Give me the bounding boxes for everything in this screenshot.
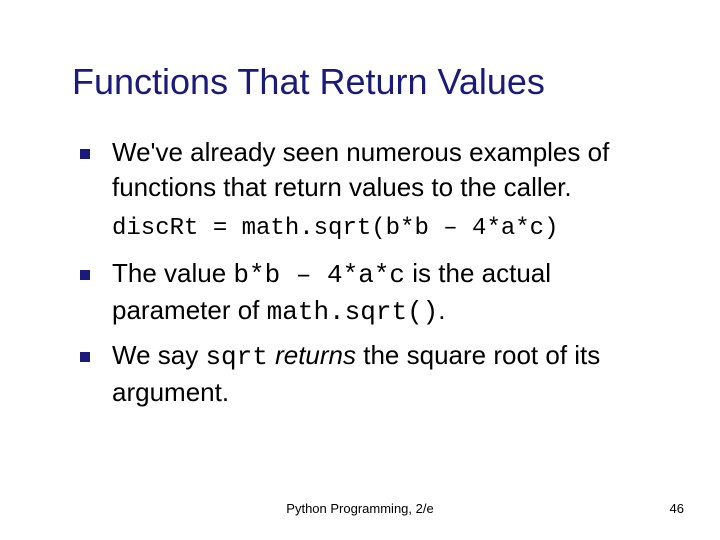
- bullet-text-mid: [268, 340, 275, 370]
- bullet-text-pre: The value: [112, 258, 233, 288]
- bullet-text-mono: b*b – 4*a*c: [233, 260, 405, 290]
- bullet-item: We've already seen numerous examples of …: [80, 135, 672, 205]
- bullet-text-mono: sqrt: [205, 342, 267, 372]
- bullet-item: We say sqrt returns the square root of i…: [80, 338, 672, 410]
- footer-center: Python Programming, 2/e: [0, 501, 720, 516]
- bullet-text-post: .: [438, 295, 445, 325]
- slide-title: Functions That Return Values: [72, 60, 672, 103]
- bullet-text-ital: returns: [275, 340, 356, 370]
- bullet-text-mono: math.sqrt(): [267, 297, 439, 327]
- bullet-text: We've already seen numerous examples of …: [112, 137, 609, 202]
- bullet-item: The value b*b – 4*a*c is the actual para…: [80, 256, 672, 330]
- bullet-text-pre: We say: [112, 340, 205, 370]
- page-number: 46: [670, 501, 684, 516]
- slide: Functions That Return Values We've alrea…: [0, 0, 720, 540]
- code-line: discRt = math.sqrt(b*b – 4*a*c): [112, 213, 672, 245]
- bullet-list: The value b*b – 4*a*c is the actual para…: [72, 256, 672, 410]
- bullet-list: We've already seen numerous examples of …: [72, 135, 672, 205]
